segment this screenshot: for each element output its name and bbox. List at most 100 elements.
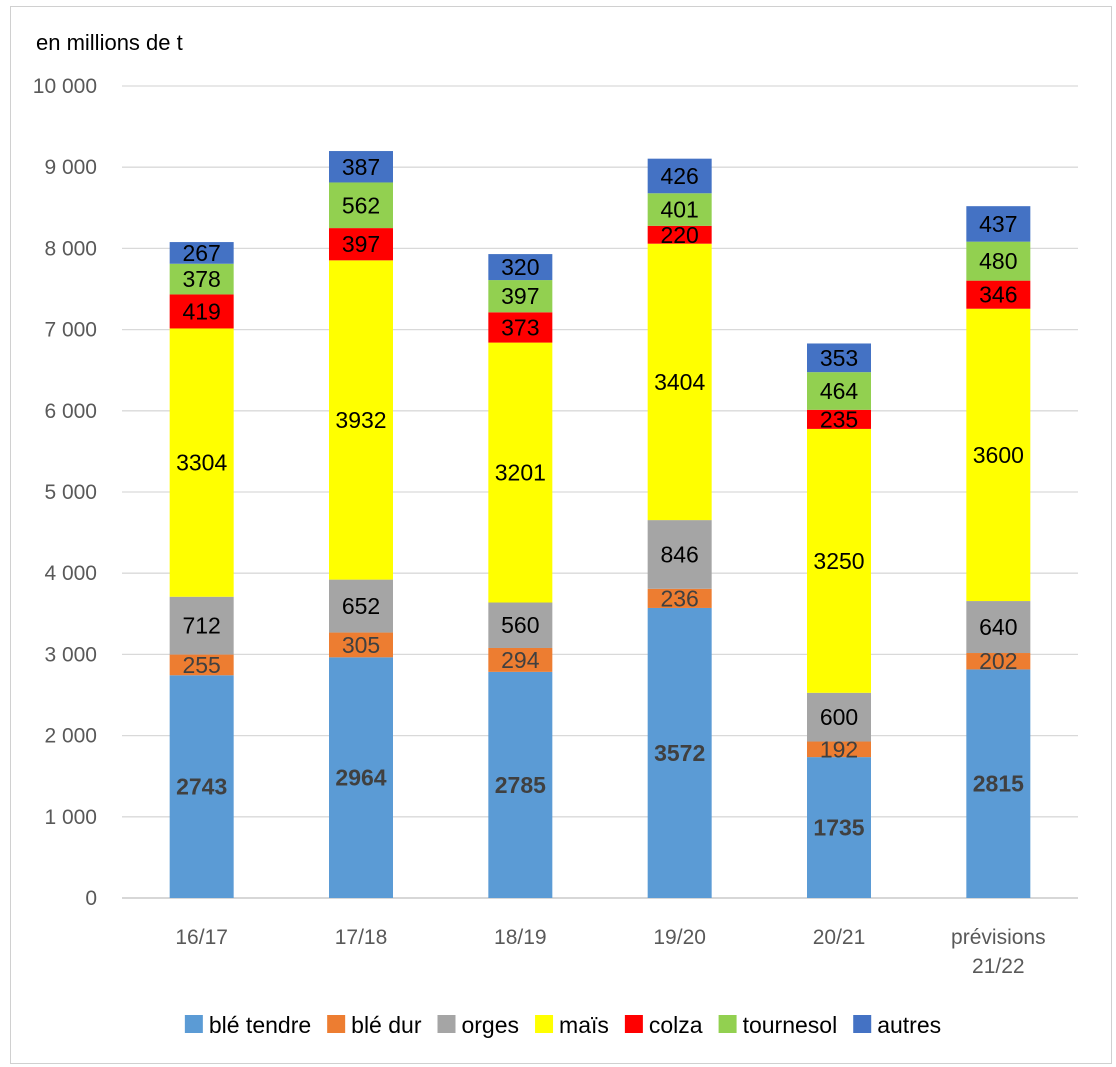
- bar-segment: [807, 757, 871, 898]
- segment-value-label: 220: [660, 222, 698, 248]
- bar-segment: [488, 671, 553, 898]
- y-tick-label: 0: [85, 887, 97, 910]
- bar-segment: [647, 607, 712, 898]
- bar-segment: [966, 653, 1031, 670]
- bar-segment: [647, 225, 712, 244]
- bar-segment: [966, 601, 1031, 654]
- segment-value-label: 464: [820, 378, 859, 404]
- bar-segment: [329, 657, 393, 898]
- legend-swatch: [535, 1015, 554, 1033]
- bar-segment: [807, 343, 871, 373]
- segment-value-label: 397: [342, 231, 380, 257]
- bar-segment: [488, 280, 553, 313]
- y-tick-label: 3 000: [44, 643, 97, 666]
- legend-swatch: [624, 1015, 643, 1033]
- segment-value-label: 600: [820, 704, 858, 730]
- legend-label: blé dur: [351, 1012, 422, 1038]
- segment-value-label: 320: [501, 254, 539, 280]
- segment-value-label: 346: [979, 282, 1017, 308]
- bar-segment: [488, 312, 553, 343]
- bar-segment: [169, 263, 234, 295]
- segment-value-label: 2785: [495, 772, 546, 798]
- segment-value-label: 267: [182, 240, 220, 266]
- bar-segment: [647, 158, 712, 194]
- y-tick-label: 7 000: [44, 319, 97, 342]
- legend-item: maïs: [535, 1012, 609, 1038]
- bar-segment: [966, 308, 1031, 602]
- legend-item: tournesol: [718, 1012, 838, 1038]
- x-category-label: 18/19: [494, 926, 547, 949]
- segment-value-label: 437: [979, 211, 1017, 237]
- gridlines: [122, 85, 1078, 899]
- bar-segment: [329, 260, 393, 580]
- legend-label: autres: [877, 1012, 941, 1038]
- y-tick-label: 5 000: [44, 481, 97, 504]
- legend-item: autres: [853, 1012, 941, 1038]
- legend-swatch: [327, 1015, 346, 1033]
- x-category-label: 17/18: [335, 926, 388, 949]
- segment-value-label: 387: [342, 154, 380, 180]
- segment-value-label: 1735: [813, 815, 864, 841]
- legend-label: blé tendre: [209, 1012, 311, 1038]
- bar-segment: [647, 193, 712, 226]
- segment-value-label: 3201: [495, 460, 546, 486]
- legend-item: orges: [437, 1012, 519, 1038]
- bar-segment: [169, 675, 234, 898]
- x-category-label: 19/20: [653, 926, 706, 949]
- legend-item: blé tendre: [184, 1012, 311, 1038]
- y-axis-ticks: 0 1 000 2 000 3 000 4 000 5 000 6 000 7 000 8 00…: [33, 75, 97, 910]
- segment-value-label: 378: [182, 266, 220, 292]
- bar-segment: [966, 280, 1031, 309]
- bar-segment: [488, 254, 553, 281]
- segment-value-label: 397: [501, 283, 539, 309]
- bar-segment: [647, 588, 712, 608]
- x-axis-categories: 16/17 17/18 18/19 19/20 20/21 prévisions 21/22: [175, 926, 1045, 978]
- segment-value-label: 426: [660, 163, 698, 189]
- y-tick-label: 1 000: [44, 806, 97, 829]
- legend-swatch: [437, 1015, 456, 1033]
- segment-value-label: 712: [182, 613, 220, 639]
- segment-value-label: 3304: [176, 450, 227, 476]
- bar-segment: [647, 243, 712, 521]
- bar-segment: [807, 372, 871, 410]
- segment-value-label: 373: [501, 314, 539, 340]
- bar-segment: [966, 669, 1031, 898]
- segment-value-label: 2743: [176, 774, 227, 800]
- bar-segment: [488, 602, 553, 648]
- bar-segment: [966, 241, 1031, 281]
- bar-segment: [169, 654, 234, 676]
- y-tick-label: 4 000: [44, 562, 97, 585]
- legend-swatch: [184, 1015, 203, 1033]
- legend-label: colza: [649, 1012, 703, 1038]
- bar-segment: [329, 151, 393, 183]
- legend-item: colza: [624, 1012, 703, 1038]
- y-tick-label: 2 000: [44, 725, 97, 748]
- segment-value-label: 236: [660, 585, 698, 611]
- bar-segment: [329, 182, 393, 229]
- bar-segment: [329, 228, 393, 261]
- segment-value-label: 2815: [973, 771, 1024, 797]
- bar-segment: [488, 647, 553, 672]
- legend-label: tournesol: [743, 1012, 838, 1038]
- bar-segment: [169, 596, 234, 655]
- bar-segment: [329, 632, 393, 658]
- segment-value-label: 3250: [813, 548, 864, 574]
- bar-segment: [807, 428, 871, 693]
- x-category-label: prévisions 21/22: [951, 926, 1046, 978]
- segment-value-label: 2964: [335, 765, 386, 791]
- bar-segment: [966, 206, 1031, 242]
- legend-swatch: [853, 1015, 872, 1033]
- segment-value-label: 640: [979, 614, 1017, 640]
- y-tick-label: 8 000: [44, 237, 97, 260]
- segment-value-label: 3572: [654, 740, 705, 766]
- bar-segment: [329, 579, 393, 633]
- segment-value-label: 192: [820, 736, 858, 762]
- bar-segment: [807, 409, 871, 429]
- segment-value-label: 305: [342, 632, 380, 658]
- bar-segment: [169, 242, 234, 264]
- y-tick-label: 10 000: [33, 75, 97, 98]
- legend-swatch: [718, 1015, 737, 1033]
- segment-value-label: 3600: [973, 442, 1024, 468]
- segment-value-label: 255: [182, 652, 220, 678]
- segment-value-label: 401: [660, 197, 698, 223]
